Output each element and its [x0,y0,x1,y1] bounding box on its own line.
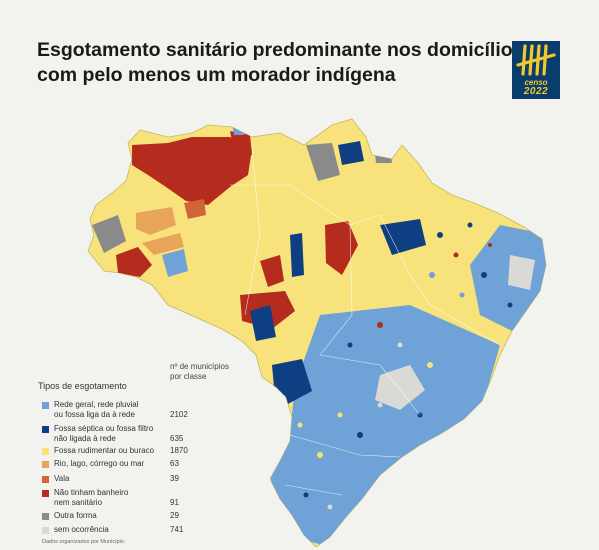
region-rio-orange-2 [142,233,184,255]
title-line-2: com pelo menos um morador indígena [37,64,396,86]
legend-label-line-1: sem ocorrência [54,525,109,534]
legend-count: 63 [170,459,179,468]
mixed-municipality-speckle [297,222,513,510]
region-para-red-2 [260,255,284,287]
state-borders [230,148,501,496]
footnote: Dados organizados por Município [42,539,124,545]
legend-label-line-1: Outra forma [54,511,97,520]
legend-count: 39 [170,474,179,483]
legend-label-line-2: ou fossa liga da à rede [54,409,135,419]
page-title: Esgotamento sanitário predominante nos d… [37,38,524,88]
legend-label-line-1: Não tinham banheiro [54,488,129,497]
logo-text-year: 2022 [523,86,549,97]
legend-label-line-2: nem sanitário [54,497,103,507]
legend-label-line-1: Rio, lago, córrego ou mar [54,459,145,468]
legend-label: Rio, lago, córrego ou mar [54,459,174,469]
region-para-red-1 [325,221,358,275]
legend-label: Fossa séptica ou fossa filtro não ligada… [54,424,174,443]
legend-count: 2102 [170,410,188,419]
legend-swatch [42,402,49,409]
region-northeast-empty [508,255,535,290]
region-sp-speckle [375,365,425,410]
legend-title: Tipos de esgotamento [38,381,127,391]
region-septic-4 [338,141,364,165]
legend-count-header: nº de municípios por classe [170,362,260,382]
legend-count-header-line-1: nº de municípios [170,362,229,371]
legend-swatch [42,490,49,497]
legend-label: Outra forma [54,511,174,521]
region-network-north-1 [162,249,188,277]
region-septic-3 [380,219,426,255]
legend-count: 1870 [170,446,188,455]
legend-label-line-1: Vala [54,474,70,483]
legend-swatch [42,461,49,468]
logo-text-censo: censo [524,78,548,87]
region-roraima-red [230,131,252,161]
legend-label: sem ocorrência [54,525,174,535]
region-south-network [270,305,500,547]
region-amazon-red-nw [132,137,252,205]
legend-label: Rede geral, rede pluvial ou fossa liga d… [54,400,174,419]
region-network-north-2 [232,123,244,135]
legend-swatch [42,527,49,534]
legend-label-line-1: Rede geral, rede pluvial [54,400,139,409]
legend-swatch [42,426,49,433]
legend-count: 741 [170,525,184,534]
region-septic-1 [290,233,304,277]
region-other-1 [92,215,126,253]
legend-swatch [42,513,49,520]
censo-2022-logo: censo 2022 [512,41,560,99]
legend-label-line-2: não ligada à rede [54,433,116,443]
region-other-3 [374,145,392,163]
region-septic-5 [250,305,276,341]
legend-count-header-line-2: por classe [170,372,207,381]
legend-swatch [42,476,49,483]
region-amazon-red-west [116,247,152,277]
legend-label: Não tinham banheiro nem sanitário [54,488,174,507]
legend-count: 91 [170,498,179,507]
legend-count: 635 [170,434,184,443]
region-vala-1 [184,199,206,219]
legend-swatch [42,448,49,455]
legend-label-line-1: Fossa rudimentar ou buraco [54,446,155,455]
tally-marks-icon [516,44,556,76]
region-other-2 [306,143,340,181]
region-rio-orange-1 [136,207,176,235]
legend-count: 29 [170,511,179,520]
legend-label: Vala [54,474,174,484]
title-line-1: Esgotamento sanitário predominante nos d… [37,39,524,61]
legend-label: Fossa rudimentar ou buraco [54,446,174,456]
legend-label-line-1: Fossa séptica ou fossa filtro [54,424,154,433]
brazil-choropleth-map [87,118,547,548]
